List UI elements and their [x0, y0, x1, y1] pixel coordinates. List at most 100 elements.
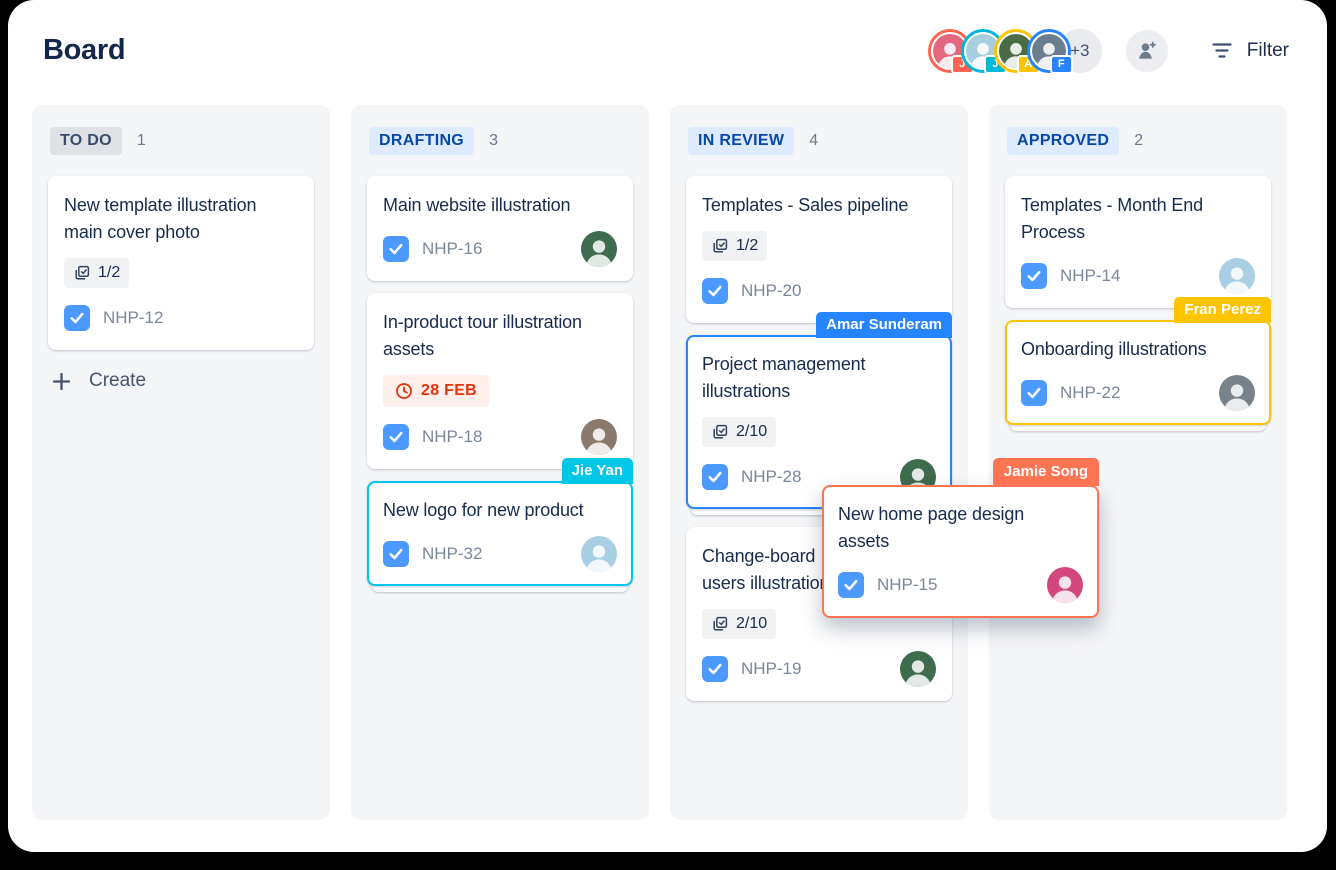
create-button[interactable]: Create	[48, 362, 314, 400]
card-title: New template illustration main cover pho…	[64, 195, 257, 242]
due-date-label: 28 FEB	[421, 382, 478, 399]
check-icon	[1027, 387, 1041, 399]
filter-button[interactable]: Filter	[1212, 40, 1289, 62]
card-nhp-18[interactable]: In-product tour illustration assets 28 F…	[367, 293, 633, 469]
done-checkbox[interactable]	[702, 278, 728, 304]
assignee-avatar	[581, 419, 617, 455]
card-nhp-32[interactable]: Jie Yan New logo for new product NHP-32	[367, 458, 633, 586]
subtasks-count: 1/2	[98, 264, 121, 281]
column-name-badge: DRAFTING	[369, 127, 475, 155]
card-meta-row: NHP-16	[383, 231, 617, 267]
checklist-icon	[713, 616, 728, 631]
member-tag: Fran Perez	[1174, 297, 1271, 323]
card-nhp-22[interactable]: Fran Perez Onboarding illustrations NHP-…	[1005, 297, 1271, 425]
card-stack-shadow	[372, 583, 628, 592]
card-nhp-28[interactable]: Amar Sunderam Project management illustr…	[686, 312, 952, 509]
column-count: 2	[1134, 132, 1144, 149]
subtasks-badge: 2/10	[702, 417, 777, 447]
column-header: DRAFTING 3	[369, 127, 633, 155]
add-member-button[interactable]	[1125, 29, 1168, 72]
checklist-icon	[713, 424, 728, 439]
member-tag: Jie Yan	[561, 458, 633, 484]
member-avatar-4[interactable]: F	[1026, 28, 1073, 74]
assignee-avatar	[1219, 375, 1255, 411]
subtasks-badge: 1/2	[702, 231, 768, 261]
card-meta-row: NHP-18	[383, 419, 617, 455]
done-checkbox[interactable]	[383, 541, 409, 567]
person-silhouette-icon	[1051, 576, 1079, 603]
member-tag: Jamie Song	[992, 458, 1099, 486]
card-title: In-product tour illustration assets	[383, 312, 582, 359]
person-silhouette-icon	[585, 428, 613, 455]
card-nhp-16[interactable]: Main website illustration NHP-16	[367, 176, 633, 281]
column-drafting: DRAFTING 3 Main website illustration NHP…	[351, 105, 649, 820]
check-icon	[708, 663, 722, 675]
done-checkbox[interactable]	[383, 424, 409, 450]
column-name-badge: IN REVIEW	[688, 127, 795, 155]
done-checkbox[interactable]	[1021, 380, 1047, 406]
assignee-avatar	[900, 651, 936, 687]
column-to-do: TO DO 1 New template illustration main c…	[32, 105, 330, 820]
check-icon	[70, 312, 84, 324]
create-label: Create	[89, 370, 147, 391]
assignee-avatar	[581, 231, 617, 267]
column-approved: APPROVED 2 Templates - Month End Process…	[989, 105, 1287, 820]
check-icon	[389, 431, 403, 443]
person-silhouette-icon	[904, 660, 932, 687]
column-count: 4	[809, 132, 819, 149]
card-title: Project management illustrations	[702, 354, 866, 401]
issue-key: NHP-14	[1060, 266, 1121, 285]
check-icon	[1027, 270, 1041, 282]
done-checkbox[interactable]	[702, 464, 728, 490]
card-meta-row: NHP-19	[702, 651, 936, 687]
subtasks-count: 2/10	[736, 615, 768, 632]
done-checkbox[interactable]	[838, 572, 864, 598]
column-header: APPROVED 2	[1007, 127, 1271, 155]
issue-key: NHP-12	[103, 308, 164, 327]
person-silhouette-icon	[585, 545, 613, 572]
clock-icon	[396, 383, 412, 399]
card-nhp-14[interactable]: Templates - Month End Process NHP-14	[1005, 176, 1271, 308]
person-silhouette-icon	[1223, 384, 1251, 411]
check-icon	[389, 548, 403, 560]
column-count: 3	[489, 132, 498, 149]
issue-key: NHP-15	[877, 575, 938, 594]
card-title: New home page design assets	[838, 504, 1025, 551]
filter-label: Filter	[1246, 39, 1289, 61]
column-header: TO DO 1	[50, 127, 314, 155]
done-checkbox[interactable]	[702, 656, 728, 682]
page-title: Board	[43, 34, 126, 66]
topbar: Board J J	[8, 0, 1327, 105]
column-in-review: IN REVIEW 4 Templates - Sales pipeline 1…	[670, 105, 968, 820]
checklist-icon	[75, 265, 90, 280]
assignee-avatar	[1219, 258, 1255, 294]
card-title: Change-board users illustrations	[702, 546, 839, 593]
card-nhp-12[interactable]: New template illustration main cover pho…	[48, 176, 314, 350]
column-name-badge: TO DO	[50, 127, 122, 155]
done-checkbox[interactable]	[64, 305, 90, 331]
card-title: Templates - Sales pipeline	[702, 195, 909, 215]
issue-key: NHP-32	[422, 544, 483, 563]
member-avatar-stack: J J A F	[927, 28, 1102, 74]
card-stack-shadow	[1010, 422, 1266, 431]
card-nhp-20[interactable]: Templates - Sales pipeline 1/2 NHP-20	[686, 176, 952, 323]
card-meta-row: NHP-32	[383, 536, 617, 572]
check-icon	[708, 471, 722, 483]
due-date-badge: 28 FEB	[383, 375, 490, 407]
board-app-window: Board J J	[8, 0, 1327, 852]
check-icon	[844, 579, 858, 591]
person-silhouette-icon	[585, 240, 613, 267]
subtasks-count: 2/10	[736, 423, 768, 440]
subtasks-badge: 1/2	[64, 258, 130, 288]
done-checkbox[interactable]	[383, 236, 409, 262]
issue-key: NHP-28	[741, 467, 802, 486]
card-title: Onboarding illustrations	[1021, 339, 1207, 359]
card-meta-row: NHP-14	[1021, 258, 1255, 294]
subtasks-count: 1/2	[736, 237, 759, 254]
subtasks-badge: 2/10	[702, 609, 777, 639]
column-header: IN REVIEW 4	[688, 127, 952, 155]
done-checkbox[interactable]	[1021, 263, 1047, 289]
card-nhp-15-dragging[interactable]: Jamie Song New home page design assets N…	[822, 458, 1099, 618]
card-meta-row: NHP-15	[838, 567, 1083, 603]
filter-icon	[1212, 43, 1232, 58]
